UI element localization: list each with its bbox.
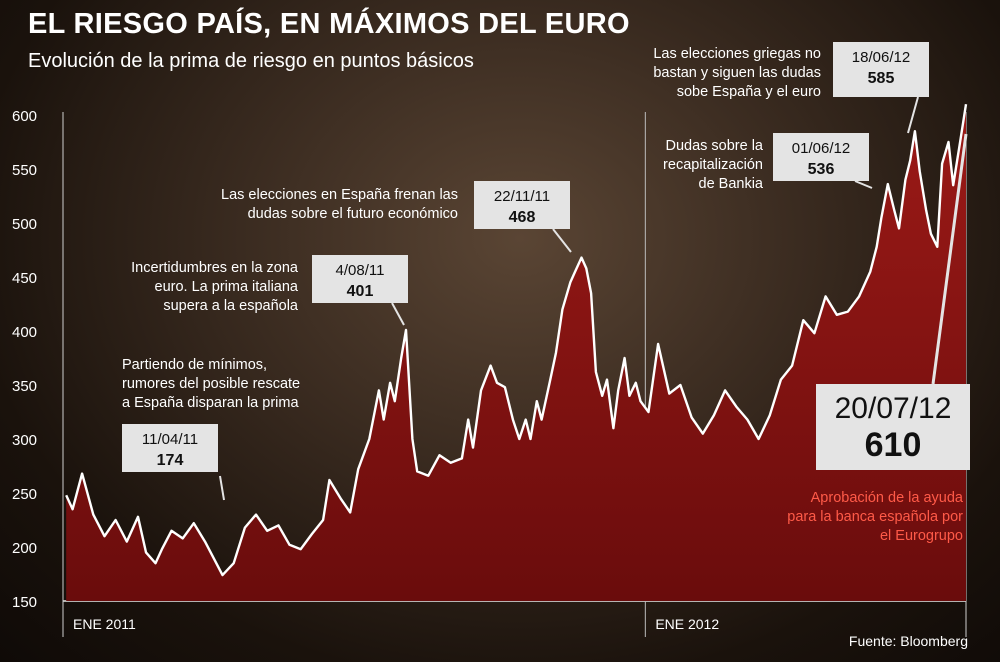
callout-value: 401 bbox=[347, 283, 374, 300]
y-tick-label: 200 bbox=[12, 540, 37, 557]
callout-pointer bbox=[391, 302, 405, 326]
callout-value: 610 bbox=[865, 426, 922, 464]
callout-4: 18/06/12 585 Las elecciones griegas no bast… bbox=[653, 42, 929, 134]
y-tick-label: 400 bbox=[12, 324, 37, 341]
callout-note-line: de Bankia bbox=[699, 176, 764, 192]
callout-date: 20/07/12 bbox=[835, 392, 952, 425]
callout-pointer bbox=[931, 133, 968, 385]
callout-value: 585 bbox=[868, 70, 895, 87]
callout-value: 536 bbox=[808, 161, 835, 178]
callout-0: 11/04/11 174 Partiendo de mínimos, rumores … bbox=[122, 357, 300, 501]
callout-value: 174 bbox=[157, 452, 184, 469]
chart-title: EL RIESGO PAÍS, EN MÁXIMOS DEL EURO bbox=[28, 8, 630, 40]
y-tick-label: 350 bbox=[12, 378, 37, 395]
y-tick-label: 450 bbox=[12, 270, 37, 287]
callout-date: 4/08/11 bbox=[336, 262, 385, 279]
y-tick-label: 250 bbox=[12, 486, 37, 503]
x-tick-label: ENE 2011 bbox=[73, 616, 136, 632]
callout-note-line: supera a la española bbox=[163, 298, 299, 314]
callout-note-line: Incertidumbres en la zona bbox=[131, 260, 299, 276]
callout-note-line: recapitalización bbox=[663, 157, 763, 173]
callout-note-line: para la banca española por bbox=[787, 509, 963, 525]
callout-note-line: el Eurogrupo bbox=[880, 528, 963, 544]
callout-pointer bbox=[907, 96, 919, 134]
callout-note-line: Las elecciones griegas no bbox=[653, 46, 821, 62]
callout-pointer bbox=[219, 475, 225, 501]
callout-note-line: Partiendo de mínimos, bbox=[122, 357, 267, 373]
y-tick-label: 300 bbox=[12, 432, 37, 449]
callout-note-line: dudas sobre el futuro económico bbox=[248, 206, 458, 222]
callout-pointer bbox=[552, 228, 572, 253]
y-tick-label: 550 bbox=[12, 162, 37, 179]
callout-date: 01/06/12 bbox=[792, 140, 850, 157]
y-tick-label: 500 bbox=[12, 216, 37, 233]
x-tick-label: ENE 2012 bbox=[655, 616, 719, 632]
callout-note-line: Dudas sobre la bbox=[665, 138, 763, 154]
y-tick-label: 600 bbox=[12, 108, 37, 125]
callout-pointer bbox=[854, 180, 873, 189]
callout-value: 468 bbox=[509, 209, 536, 226]
callout-box bbox=[773, 133, 869, 181]
source-note: Fuente: Bloomberg bbox=[848, 633, 968, 649]
callout-note-line: a España disparan la prima bbox=[122, 395, 299, 411]
callout-box bbox=[312, 255, 408, 303]
callout-2: 22/11/11 468 Las elecciones en España fren… bbox=[221, 181, 572, 253]
callout-box bbox=[122, 424, 218, 472]
callout-date: 18/06/12 bbox=[852, 49, 910, 66]
callout-date: 22/11/11 bbox=[494, 188, 550, 205]
callout-1: 4/08/11 401 Incertidumbres en la zona euro.… bbox=[131, 255, 408, 326]
callout-note-line: Aprobación de la ayuda bbox=[811, 490, 964, 506]
series-area bbox=[66, 104, 967, 601]
chart-subtitle: Evolución de la prima de riesgo en punto… bbox=[28, 50, 474, 72]
callout-note-line: sobe España y el euro bbox=[677, 84, 821, 100]
series-line bbox=[65, 104, 968, 577]
callout-note-line: bastan y siguen las dudas bbox=[653, 65, 821, 81]
callout-box bbox=[816, 384, 970, 470]
y-tick-label: 150 bbox=[12, 594, 37, 611]
callout-note-line: euro. La prima italiana bbox=[155, 279, 299, 295]
callout-box bbox=[833, 42, 929, 97]
callout-3: 01/06/12 536 Dudas sobre la recapitalizació… bbox=[663, 133, 873, 192]
callout-box bbox=[474, 181, 570, 229]
callout-note-line: Las elecciones en España frenan las bbox=[221, 187, 458, 203]
callout-note-line: rumores del posible rescate bbox=[122, 376, 300, 392]
callout-date: 11/04/11 bbox=[142, 431, 198, 448]
